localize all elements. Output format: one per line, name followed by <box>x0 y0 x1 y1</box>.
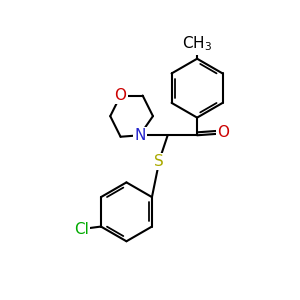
Text: Cl: Cl <box>74 222 89 237</box>
Text: N: N <box>134 128 146 143</box>
Text: O: O <box>218 125 230 140</box>
Text: CH$_3$: CH$_3$ <box>182 34 212 53</box>
Text: S: S <box>154 154 164 169</box>
Text: O: O <box>115 88 127 103</box>
